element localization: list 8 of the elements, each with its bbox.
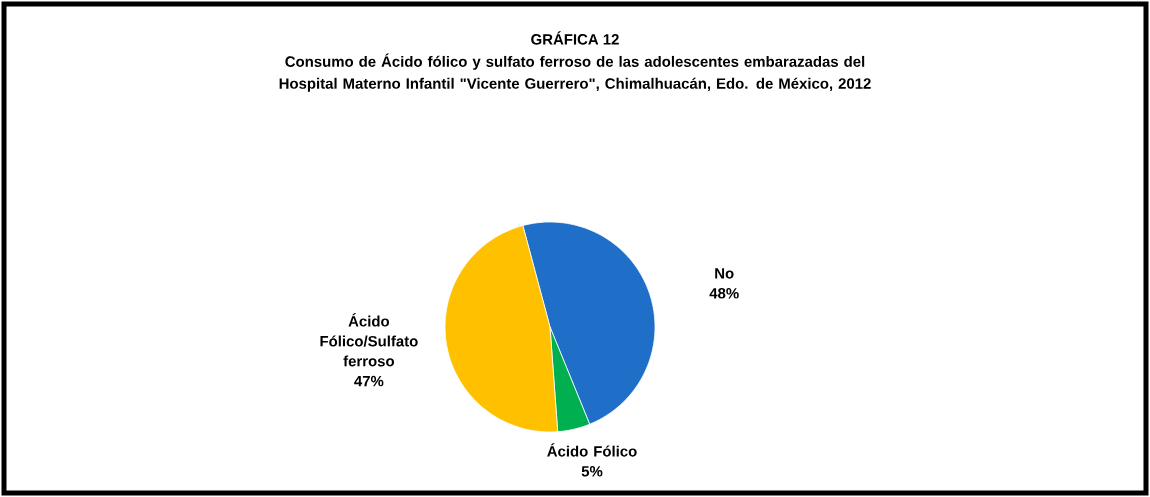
chart-title: GRÁFICA 12 (531, 31, 619, 45)
chart-subtitle: Consumo de Ácido fólico y sulfato ferroso de las adolescentes embarazadas del Hospital Materno Infantil "Vicente Guerrero", Chimalhuacán, Edo. de México, 2012 (279, 53, 871, 92)
data-label: 5% (581, 466, 603, 477)
data-label: 48% (709, 288, 739, 299)
slice-label: Ácido Fólico (547, 443, 637, 457)
data-label: 47% (354, 375, 384, 387)
slice-label: No (715, 268, 734, 279)
slice-label: Ácido Fólico/Sulfato ferroso (320, 313, 418, 367)
